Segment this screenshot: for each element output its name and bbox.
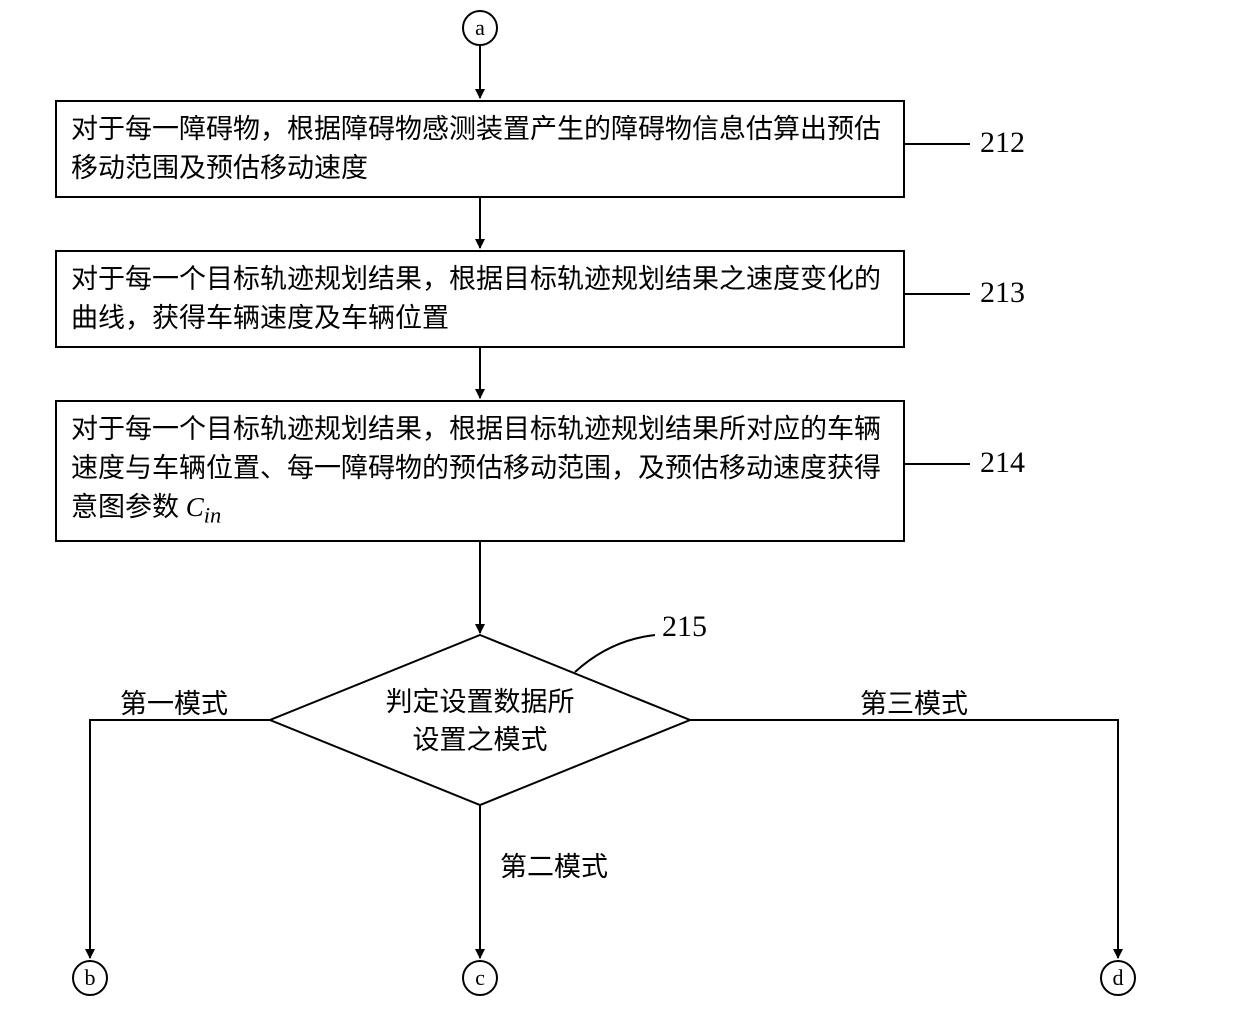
decision-line2: 设置之模式 xyxy=(413,725,548,755)
ref-215: 215 xyxy=(662,610,707,644)
connector-b-label: b xyxy=(85,965,96,991)
connector-b: b xyxy=(72,960,108,996)
decision-text: 判定设置数据所 设置之模式 xyxy=(350,684,610,760)
arrow-decision-to-d xyxy=(690,720,1118,958)
process-214-var: C xyxy=(186,492,204,522)
edge-label-mode3: 第三模式 xyxy=(860,682,968,721)
decision-line1: 判定设置数据所 xyxy=(386,687,575,717)
connector-c: c xyxy=(462,960,498,996)
connector-d-label: d xyxy=(1113,965,1124,991)
connector-a: a xyxy=(462,10,498,46)
connector-a-label: a xyxy=(475,15,485,41)
process-212: 对于每一障碍物，根据障碍物感测装置产生的障碍物信息估算出预估移动范围及预估移动速… xyxy=(55,100,905,198)
process-212-text: 对于每一障碍物，根据障碍物感测装置产生的障碍物信息估算出预估移动范围及预估移动速… xyxy=(71,114,881,183)
edge-label-mode1: 第一模式 xyxy=(120,682,228,721)
arrow-decision-to-b xyxy=(90,720,270,958)
connector-c-label: c xyxy=(475,965,485,991)
ref-212: 212 xyxy=(980,126,1025,160)
process-214: 对于每一个目标轨迹规划结果，根据目标轨迹规划结果所对应的车辆速度与车辆位置、每一… xyxy=(55,400,905,542)
edge-label-mode2: 第二模式 xyxy=(500,845,608,884)
connector-d: d xyxy=(1100,960,1136,996)
process-213-text: 对于每一个目标轨迹规划结果，根据目标轨迹规划结果之速度变化的曲线，获得车辆速度及… xyxy=(71,264,881,333)
ref-leader-215 xyxy=(575,635,655,672)
ref-213: 213 xyxy=(980,276,1025,310)
ref-214: 214 xyxy=(980,446,1025,480)
process-213: 对于每一个目标轨迹规划结果，根据目标轨迹规划结果之速度变化的曲线，获得车辆速度及… xyxy=(55,250,905,348)
process-214-sub: in xyxy=(204,503,222,528)
